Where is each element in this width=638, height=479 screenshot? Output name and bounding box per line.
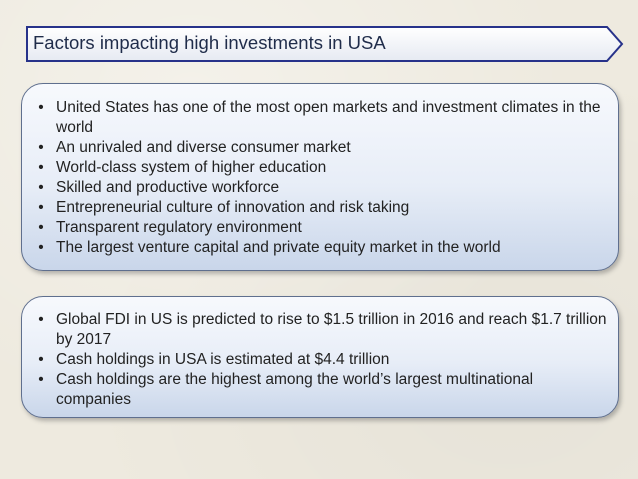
list-item: • Cash holdings in USA is estimated at $4… — [22, 350, 618, 370]
fdi-panel: • Global FDI in US is predicted to rise t… — [21, 296, 619, 418]
list-item: • Cash holdings are the highest among the… — [22, 370, 618, 410]
factors-panel: • United States has one of the most open … — [21, 83, 619, 271]
list-item: • Entrepreneurial culture of innovation a… — [22, 198, 618, 218]
bullet-icon: • — [38, 179, 44, 196]
list-item: • United States has one of the most open … — [22, 98, 618, 138]
list-item-text: Skilled and productive workforce — [56, 179, 280, 196]
bullet-icon: • — [38, 219, 44, 236]
bullet-icon: • — [38, 159, 44, 176]
list-item-text: Cash holdings are the highest among the … — [56, 371, 534, 408]
bullet-icon: • — [38, 139, 44, 156]
fdi-list: • Global FDI in US is predicted to rise t… — [22, 297, 618, 410]
list-item-text: Transparent regulatory environment — [56, 219, 302, 236]
list-item-text: United States has one of the most open m… — [56, 99, 601, 136]
bullet-icon: • — [38, 351, 44, 368]
list-item-text: Cash holdings in USA is estimated at $4.… — [56, 351, 390, 368]
title-banner-shape — [26, 26, 624, 62]
slide-title: Factors impacting high investments in US… — [33, 32, 386, 53]
list-item: • The largest venture capital and private… — [22, 238, 618, 258]
list-item-text: Global FDI in US is predicted to rise to… — [56, 311, 607, 348]
list-item: • Skilled and productive workforce — [22, 178, 618, 198]
bullet-icon: • — [38, 99, 44, 116]
list-item: • Transparent regulatory environment — [22, 218, 618, 238]
bullet-icon: • — [38, 199, 44, 216]
list-item: • World-class system of higher education — [22, 158, 618, 178]
list-item-text: Entrepreneurial culture of innovation an… — [56, 199, 410, 216]
bullet-icon: • — [38, 311, 44, 328]
list-item-text: World-class system of higher education — [56, 159, 327, 176]
list-item: • Global FDI in US is predicted to rise t… — [22, 310, 618, 350]
factors-list: • United States has one of the most open … — [22, 84, 618, 258]
list-item-text: The largest venture capital and private … — [56, 239, 501, 256]
bullet-icon: • — [38, 371, 44, 388]
list-item-text: An unrivaled and diverse consumer market — [56, 139, 351, 156]
bullet-icon: • — [38, 239, 44, 256]
list-item: • An unrivaled and diverse consumer marke… — [22, 138, 618, 158]
title-banner — [26, 26, 624, 62]
